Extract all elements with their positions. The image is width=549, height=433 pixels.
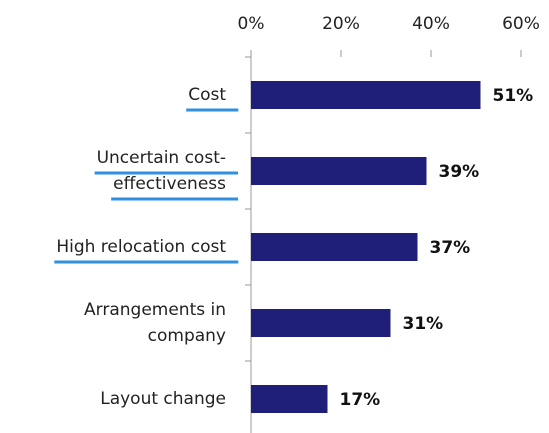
bar: [251, 233, 418, 261]
bar: [251, 157, 427, 185]
x-tick-label: 60%: [502, 14, 540, 34]
category-label: High relocation cost: [56, 237, 226, 257]
bar: [251, 385, 328, 413]
data-label: 39%: [439, 162, 480, 182]
category-label: Layout change: [100, 389, 226, 409]
category-label: Cost: [188, 85, 226, 105]
category-label: company: [148, 326, 226, 346]
x-tick-label: 0%: [238, 14, 265, 34]
bar: [251, 309, 391, 337]
bar: [251, 81, 481, 109]
category-label: effectiveness: [113, 174, 226, 194]
data-label: 37%: [430, 238, 471, 258]
category-label: Arrangements in: [84, 300, 226, 320]
data-label: 51%: [493, 86, 534, 106]
data-label: 17%: [340, 390, 381, 410]
category-label: Uncertain cost-: [97, 148, 226, 168]
data-label: 31%: [403, 314, 444, 334]
x-tick-label: 20%: [322, 14, 360, 34]
x-tick-label: 40%: [412, 14, 450, 34]
